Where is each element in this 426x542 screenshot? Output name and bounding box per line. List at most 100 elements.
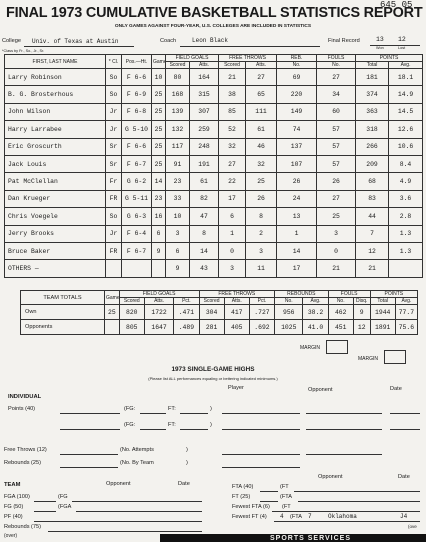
value-cell: 57 [316, 154, 357, 174]
header-cell: TEAM TOTALS [20, 290, 105, 305]
value-cell: 451 [327, 319, 354, 335]
paren-label: (FG: [124, 406, 136, 412]
value-cell: 3.6 [388, 189, 424, 209]
value-cell: So [105, 67, 122, 87]
value-cell: 363 [355, 102, 390, 122]
header-cell: Avg. [302, 297, 329, 305]
value-cell: 82 [188, 189, 220, 209]
blank-line [222, 467, 300, 468]
blank-line [140, 429, 166, 430]
col-label: Opponent [318, 474, 343, 480]
value-cell: Jr [105, 102, 122, 122]
value-cell: .489 [173, 319, 200, 335]
value-cell: 25 [151, 85, 166, 104]
value-cell: 24 [276, 189, 318, 209]
header-cell: No. [276, 61, 318, 69]
value-cell: G 5-10 [121, 120, 152, 139]
value-cell: 26 [316, 172, 357, 191]
value-cell: 80 [165, 67, 190, 87]
value-cell: 107 [276, 154, 318, 174]
value-cell: 417 [223, 304, 250, 320]
table-row: Harry Larrabee Jr G 5-10 25 132 259 52 61 74 57 31… [4, 120, 424, 139]
blank-line [298, 501, 420, 502]
value-cell: 44 [355, 207, 390, 226]
value-cell: 38 [218, 85, 247, 104]
value-cell: 25 [104, 304, 120, 320]
value-cell: 132 [165, 120, 190, 139]
row-label: FGA (100) [4, 494, 30, 500]
value-cell: 25 [316, 207, 357, 226]
col-label: Date [178, 481, 190, 487]
header-cell: FIRST, LAST NAME [4, 54, 106, 69]
value-cell: 248 [188, 137, 220, 156]
header-cell: REB. [276, 54, 318, 62]
col-label: Date [398, 474, 410, 480]
value-cell: 23 [165, 172, 190, 191]
value-cell: G 6-3 [121, 207, 152, 226]
value-cell: 1 [276, 224, 318, 243]
value-cell: 315 [188, 85, 220, 104]
won: 13 [376, 36, 384, 43]
value-cell: G 5-11 [121, 189, 152, 209]
value-cell: 191 [188, 154, 220, 174]
row-label-cell: Eric Groscurth [4, 137, 106, 156]
header-cell: FIELD GOALS [118, 290, 200, 298]
value-cell: 8.4 [388, 154, 424, 174]
header-cell: No. [316, 61, 357, 69]
header-cell: Avg. [388, 61, 424, 69]
value-cell: F 6-4 [121, 224, 152, 243]
value-cell: 41.0 [302, 319, 329, 335]
blank-line [24, 46, 134, 47]
table-row: Jack Louis Sr F 6-7 25 91 191 27 32 107 57 209 8.4 [4, 154, 424, 174]
highs-title: 1973 SINGLE-GAME HIGHS [171, 366, 255, 373]
lost: 12 [398, 36, 406, 43]
value-cell: 46 [245, 137, 278, 156]
value-cell: 139 [165, 102, 190, 122]
table-row: Chris Voegele So G 6-3 16 10 47 6 8 13 25 44 2.8 [4, 207, 424, 226]
value-cell: 405 [223, 319, 250, 335]
header-cell: FREE THROWS [198, 290, 276, 298]
lost-label: Lost [398, 46, 406, 50]
value-cell: 14 [276, 241, 318, 261]
value-cell: .727 [248, 304, 276, 320]
entry-value: 7 [308, 513, 312, 520]
header-cell: Atts. [188, 61, 220, 69]
value-cell: F 6-6 [121, 137, 152, 156]
value-cell: 11 [245, 259, 278, 278]
row-label-cell: Dan Krueger [4, 189, 106, 209]
value-cell: 16 [151, 207, 166, 226]
paren-label: ) [186, 447, 188, 453]
value-cell: 25 [151, 154, 166, 174]
value-cell: F 6-7 [121, 241, 152, 261]
header-cell: Games [104, 290, 120, 305]
over: (over) [4, 533, 18, 539]
value-cell: 4.9 [388, 172, 424, 191]
value-cell: 2.8 [388, 207, 424, 226]
coach: Leon Black [192, 37, 229, 44]
blank-line [306, 413, 382, 414]
value-cell: 6 [218, 207, 247, 226]
header-cell: Disq. [352, 297, 371, 305]
value-cell [105, 259, 122, 278]
value-cell: 32 [245, 154, 278, 174]
table-row: John Wilson Jr F 6-8 25 139 307 85 111 149 60 363 1… [4, 102, 424, 122]
margin-box [326, 340, 348, 354]
paren-label: (FTA [290, 514, 303, 520]
value-cell: 25 [151, 120, 166, 139]
row-label: PF (40) [4, 514, 23, 520]
header-cell: Pct. [248, 297, 276, 305]
paren-label: (FT [280, 484, 289, 490]
paren-label: (FG [58, 494, 68, 500]
paren-label: (No. By Team [120, 460, 154, 466]
value-cell: F 6-8 [121, 102, 152, 122]
value-cell: 2 [245, 224, 278, 243]
blank-line [60, 429, 120, 430]
row-label-cell: Jack Louis [4, 154, 106, 174]
college: Univ. of Texas at Austin [32, 38, 119, 45]
value-cell: 318 [355, 120, 390, 139]
value-cell: 74 [276, 120, 318, 139]
entry-date: J4 [400, 513, 408, 520]
header-cell: Scored [118, 297, 145, 305]
value-cell: FR [105, 241, 122, 261]
